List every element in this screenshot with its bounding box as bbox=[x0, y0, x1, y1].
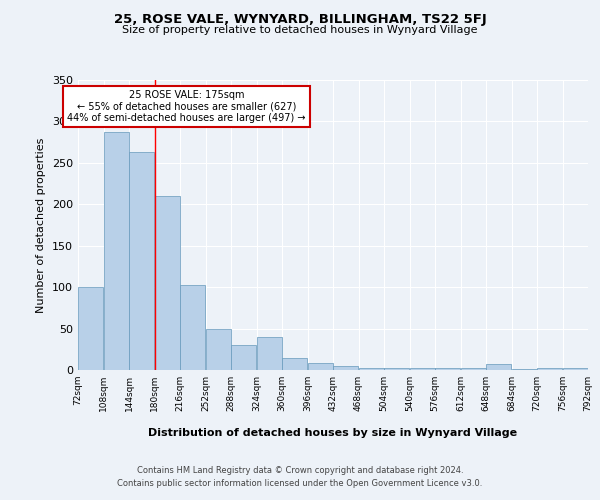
Bar bbox=[231, 345, 256, 370]
Bar bbox=[486, 364, 511, 370]
Text: 25, ROSE VALE, WYNYARD, BILLINGHAM, TS22 5FJ: 25, ROSE VALE, WYNYARD, BILLINGHAM, TS22… bbox=[113, 12, 487, 26]
Bar bbox=[180, 286, 205, 370]
Bar bbox=[537, 368, 562, 370]
Bar bbox=[461, 368, 486, 370]
Text: 25 ROSE VALE: 175sqm
← 55% of detached houses are smaller (627)
44% of semi-deta: 25 ROSE VALE: 175sqm ← 55% of detached h… bbox=[67, 90, 305, 123]
Bar bbox=[435, 368, 460, 370]
Bar bbox=[155, 196, 180, 370]
Bar bbox=[410, 368, 435, 370]
Bar bbox=[129, 152, 154, 370]
Bar bbox=[333, 366, 358, 370]
Y-axis label: Number of detached properties: Number of detached properties bbox=[37, 138, 46, 312]
Bar bbox=[257, 337, 282, 370]
Text: Contains public sector information licensed under the Open Government Licence v3: Contains public sector information licen… bbox=[118, 479, 482, 488]
Bar bbox=[563, 368, 588, 370]
Text: Contains HM Land Registry data © Crown copyright and database right 2024.: Contains HM Land Registry data © Crown c… bbox=[137, 466, 463, 475]
Bar bbox=[359, 368, 384, 370]
Bar bbox=[384, 368, 409, 370]
Bar bbox=[78, 287, 103, 370]
Bar bbox=[512, 369, 537, 370]
Bar bbox=[282, 358, 307, 370]
Bar bbox=[104, 132, 129, 370]
Bar bbox=[308, 364, 333, 370]
Text: Size of property relative to detached houses in Wynyard Village: Size of property relative to detached ho… bbox=[122, 25, 478, 35]
Text: Distribution of detached houses by size in Wynyard Village: Distribution of detached houses by size … bbox=[148, 428, 518, 438]
Bar bbox=[206, 328, 231, 370]
